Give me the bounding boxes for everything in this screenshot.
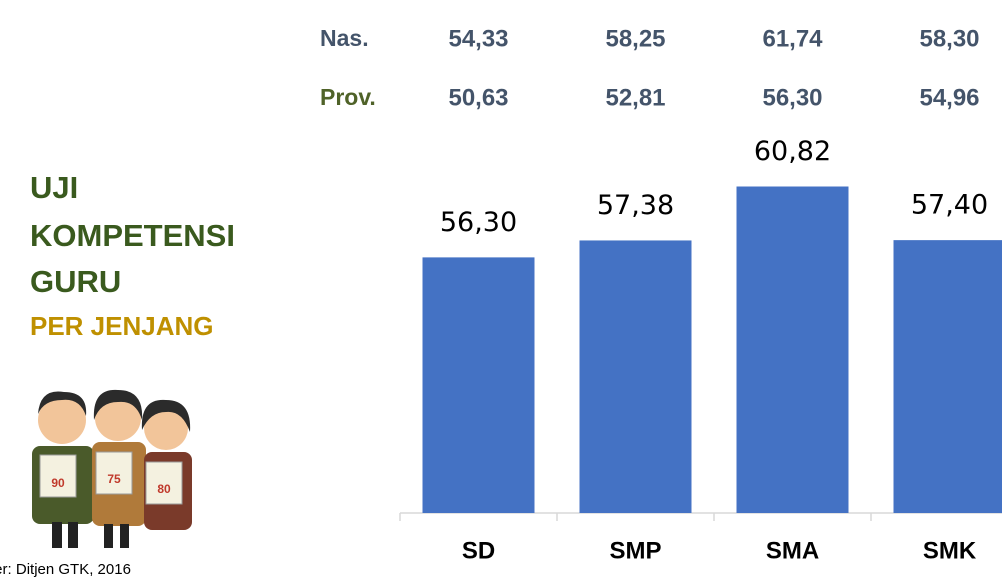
row-value: 58,30: [919, 25, 979, 52]
x-tick-label: SD: [462, 537, 495, 564]
x-tick-label: SMP: [609, 537, 661, 564]
subtitle: PER JENJANG: [30, 311, 214, 341]
row-label: Prov.: [320, 84, 376, 110]
row-value: 56,30: [762, 84, 822, 111]
title-line: UJI: [30, 170, 78, 205]
card-score: 90: [51, 476, 65, 490]
card-score: 75: [107, 472, 121, 486]
bar: [423, 257, 535, 513]
title-line: GURU: [30, 264, 121, 299]
card-score: 80: [157, 482, 171, 496]
bar: [894, 240, 1002, 513]
row-value: 54,33: [448, 25, 508, 52]
value-label: 57,40: [911, 190, 988, 221]
slide: UJI KOMPETENSI GURU PER JENJANG 90 75 80…: [0, 0, 1002, 578]
x-tick-label: SMA: [766, 537, 819, 564]
x-tick-label: SMK: [923, 537, 977, 564]
row-value: 54,96: [919, 84, 979, 111]
source: Sumber: Ditjen GTK, 2016: [0, 561, 131, 578]
value-label: 56,30: [440, 207, 517, 238]
value-label: 57,38: [597, 190, 674, 221]
bar: [737, 187, 849, 513]
row-label: Nas.: [320, 25, 369, 51]
row-value: 52,81: [605, 84, 665, 111]
row-value: 50,63: [448, 84, 508, 111]
illustration: 90 75 80: [32, 390, 192, 548]
row-value: 61,74: [762, 25, 823, 52]
value-label: 60,82: [754, 136, 831, 167]
bar: [580, 240, 692, 513]
row-value: 58,25: [605, 25, 665, 52]
title-line: KOMPETENSI: [30, 218, 235, 253]
